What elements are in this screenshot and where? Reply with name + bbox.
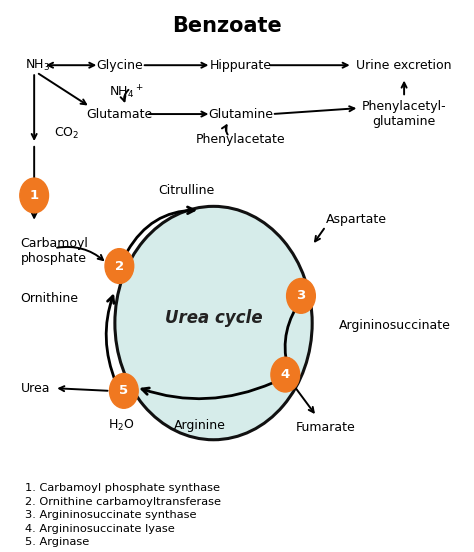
Text: 3. Argininosuccinate synthase: 3. Argininosuccinate synthase bbox=[25, 510, 197, 521]
Text: Urea: Urea bbox=[21, 381, 50, 395]
Text: Arginine: Arginine bbox=[174, 418, 226, 432]
Circle shape bbox=[20, 178, 48, 213]
Text: Aspartate: Aspartate bbox=[326, 214, 387, 226]
Text: NH$_4$$^+$: NH$_4$$^+$ bbox=[109, 84, 143, 101]
Text: 2. Ornithine carbamoyltransferase: 2. Ornithine carbamoyltransferase bbox=[25, 497, 221, 507]
Circle shape bbox=[105, 248, 134, 283]
Text: 5. Arginase: 5. Arginase bbox=[25, 538, 90, 548]
Text: Urine excretion: Urine excretion bbox=[356, 59, 452, 72]
Text: 1: 1 bbox=[29, 189, 39, 202]
Text: Urea cycle: Urea cycle bbox=[165, 309, 262, 327]
Text: Ornithine: Ornithine bbox=[21, 292, 79, 305]
Text: CO$_2$: CO$_2$ bbox=[55, 125, 80, 141]
Text: 4: 4 bbox=[281, 368, 290, 381]
Text: Glutamine: Glutamine bbox=[208, 108, 273, 120]
Text: 3: 3 bbox=[296, 289, 306, 302]
Circle shape bbox=[271, 357, 300, 392]
Text: Glycine: Glycine bbox=[96, 59, 143, 72]
Text: Phenylacetyl-
glutamine: Phenylacetyl- glutamine bbox=[362, 100, 447, 128]
Text: Glutamate: Glutamate bbox=[86, 108, 153, 120]
Text: Citrulline: Citrulline bbox=[158, 184, 215, 197]
Text: NH$_3$: NH$_3$ bbox=[25, 57, 50, 73]
Text: 4. Argininosuccinate lyase: 4. Argininosuccinate lyase bbox=[25, 524, 175, 534]
Text: Hippurate: Hippurate bbox=[210, 59, 272, 72]
Text: Phenylacetate: Phenylacetate bbox=[196, 133, 285, 146]
Text: Carbamoyl
phosphate: Carbamoyl phosphate bbox=[21, 237, 89, 265]
Text: Benzoate: Benzoate bbox=[172, 17, 282, 36]
Circle shape bbox=[287, 279, 315, 314]
Text: Argininosuccinate: Argininosuccinate bbox=[339, 319, 451, 332]
Text: 5: 5 bbox=[119, 384, 128, 397]
Text: Fumarate: Fumarate bbox=[296, 421, 356, 434]
Text: H$_2$O: H$_2$O bbox=[109, 417, 135, 433]
Circle shape bbox=[109, 374, 138, 408]
Ellipse shape bbox=[115, 206, 312, 440]
Text: 1. Carbamoyl phosphate synthase: 1. Carbamoyl phosphate synthase bbox=[25, 483, 220, 493]
Text: 2: 2 bbox=[115, 259, 124, 273]
